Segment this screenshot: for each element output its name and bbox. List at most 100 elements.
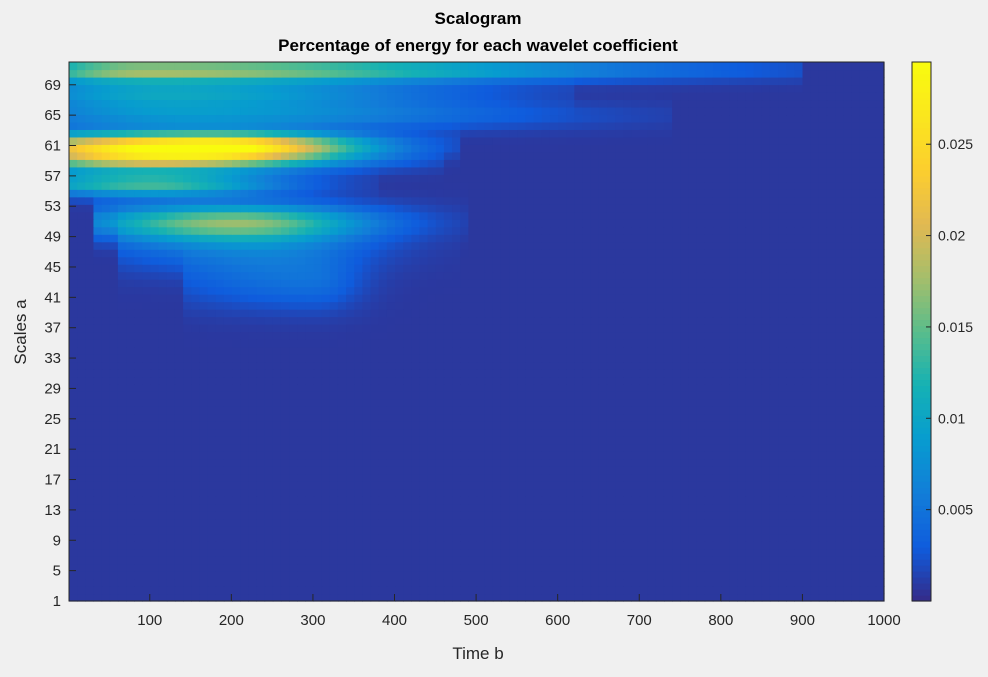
heatmap-cell	[150, 346, 160, 355]
heatmap-cell	[403, 264, 412, 273]
heatmap-cell	[875, 563, 885, 572]
heatmap-cell	[476, 271, 486, 280]
heatmap-cell	[174, 518, 184, 527]
heatmap-cell	[403, 571, 412, 580]
heatmap-cell	[729, 451, 738, 460]
heatmap-cell	[223, 241, 233, 250]
heatmap-cell	[452, 541, 461, 550]
heatmap-cell	[232, 481, 241, 490]
heatmap-cell	[386, 436, 396, 445]
heatmap-cell	[427, 451, 437, 460]
heatmap-cell	[264, 316, 274, 325]
heatmap-cell	[712, 413, 722, 422]
heatmap-cell	[85, 481, 95, 490]
heatmap-cell	[337, 526, 347, 535]
heatmap-cell	[802, 421, 812, 430]
heatmap-cell	[378, 376, 388, 385]
heatmap-cell	[452, 593, 461, 602]
heatmap-cell	[843, 488, 852, 497]
heatmap-cell	[558, 361, 567, 370]
heatmap-cell	[500, 234, 510, 243]
heatmap-cell	[500, 301, 510, 310]
heatmap-cell	[818, 413, 828, 422]
heatmap-cell	[598, 511, 608, 520]
heatmap-cell	[753, 533, 763, 542]
heatmap-cell	[346, 533, 355, 542]
heatmap-cell	[199, 571, 209, 580]
heatmap-cell	[264, 541, 274, 550]
heatmap-cell	[321, 324, 331, 333]
heatmap-cell	[354, 383, 363, 392]
heatmap-cell	[443, 458, 453, 467]
heatmap-cell	[386, 376, 396, 385]
heatmap-cell	[264, 586, 274, 595]
heatmap-cell	[843, 518, 852, 527]
heatmap-cell	[761, 496, 771, 505]
heatmap-cell	[386, 413, 396, 422]
heatmap-cell	[696, 398, 706, 407]
heatmap-cell	[533, 421, 543, 430]
heatmap-cell	[158, 533, 168, 542]
heatmap-cell	[696, 331, 706, 340]
heatmap-cell	[109, 241, 119, 250]
heatmap-cell	[313, 556, 323, 565]
heatmap-cell	[232, 353, 241, 363]
heatmap-cell	[517, 324, 526, 333]
heatmap-cell	[533, 413, 543, 422]
heatmap-cell	[69, 338, 78, 348]
heatmap-cell	[631, 316, 641, 325]
heatmap-cell	[574, 541, 584, 550]
heatmap-cell	[525, 406, 535, 415]
heatmap-cell	[452, 383, 461, 392]
heatmap-cell	[460, 301, 469, 310]
heatmap-cell	[117, 563, 127, 572]
heatmap-cell	[549, 466, 559, 475]
heatmap-cell	[346, 571, 355, 580]
heatmap-cell	[232, 383, 241, 392]
heatmap-cell	[566, 398, 575, 407]
heatmap-cell	[280, 503, 290, 512]
heatmap-cell	[321, 503, 331, 512]
heatmap-cell	[411, 428, 421, 437]
heatmap-cell	[500, 563, 510, 572]
heatmap-cell	[851, 458, 861, 467]
heatmap-cell	[199, 511, 209, 520]
heatmap-cell	[248, 563, 258, 572]
heatmap-cell	[786, 593, 795, 602]
heatmap-cell	[623, 279, 632, 288]
heatmap-cell	[786, 301, 795, 310]
heatmap-cell	[753, 406, 763, 415]
heatmap-cell	[778, 458, 787, 467]
heatmap-cell	[85, 421, 95, 430]
heatmap-cell	[452, 353, 461, 363]
heatmap-cell	[207, 383, 217, 392]
heatmap-cell	[443, 338, 453, 348]
heatmap-cell	[109, 533, 119, 542]
heatmap-cell	[174, 234, 184, 243]
heatmap-cell	[615, 541, 624, 550]
heatmap-cell	[835, 383, 844, 392]
heatmap-cell	[737, 533, 747, 542]
heatmap-cell	[492, 391, 502, 400]
heatmap-cell	[484, 361, 494, 370]
heatmap-cell	[101, 488, 111, 497]
heatmap-cell	[533, 571, 543, 580]
heatmap-cell	[378, 526, 388, 535]
heatmap-cell	[704, 586, 714, 595]
heatmap-cell	[778, 368, 787, 378]
heatmap-cell	[745, 271, 755, 280]
heatmap-cell	[818, 481, 828, 490]
heatmap-cell	[419, 346, 429, 355]
heatmap-cell	[256, 279, 266, 288]
heatmap-cell	[289, 443, 298, 452]
heatmap-cell	[207, 413, 217, 422]
heatmap-cell	[566, 511, 575, 520]
heatmap-cell	[778, 473, 787, 482]
heatmap-cell	[256, 503, 266, 512]
heatmap-cell	[500, 548, 510, 557]
heatmap-cell	[166, 241, 176, 250]
heatmap-cell	[289, 226, 298, 235]
heatmap-cell	[117, 406, 127, 415]
heatmap-cell	[166, 286, 176, 295]
heatmap-cell	[484, 398, 494, 407]
